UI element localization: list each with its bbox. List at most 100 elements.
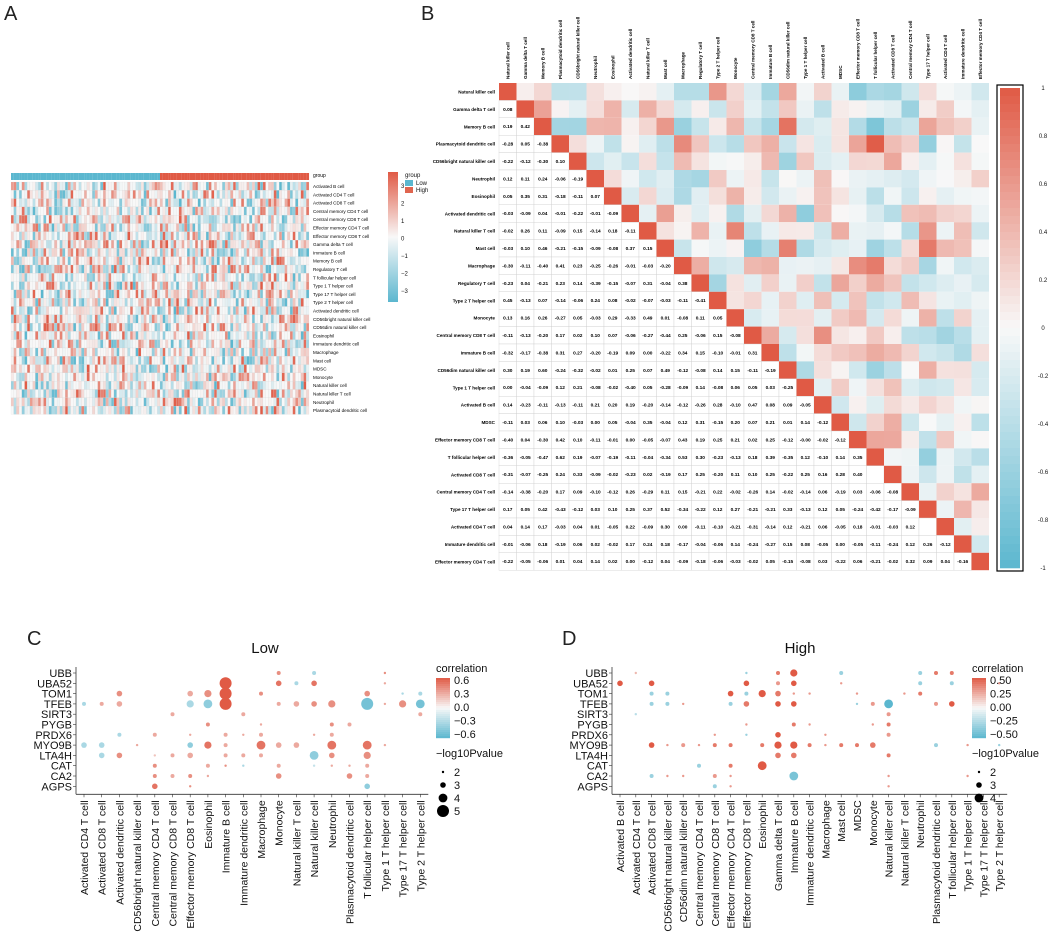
bubble-point bbox=[617, 680, 623, 687]
expression-cell bbox=[121, 240, 125, 249]
expression-cell bbox=[16, 273, 20, 282]
group-annotation-cell bbox=[67, 173, 71, 180]
expression-cell bbox=[268, 256, 272, 266]
correlation-value: -0.14 bbox=[660, 403, 671, 409]
correlation-color-cell bbox=[796, 274, 814, 292]
correlation-color-cell bbox=[674, 100, 692, 118]
expression-cell bbox=[162, 331, 166, 340]
expression-cell bbox=[181, 356, 185, 365]
expression-cell bbox=[51, 289, 55, 299]
expression-cell bbox=[197, 206, 201, 216]
expression-cell bbox=[154, 339, 158, 349]
expression-cell bbox=[24, 406, 28, 415]
correlation-value: -0.08 bbox=[730, 333, 741, 339]
expression-cell bbox=[21, 356, 25, 365]
expression-cell bbox=[94, 347, 98, 357]
expression-cell bbox=[189, 206, 193, 216]
correlation-color-cell bbox=[709, 100, 727, 118]
expression-cell bbox=[21, 372, 25, 382]
expression-cell bbox=[181, 389, 185, 398]
correlation-color-cell bbox=[761, 257, 779, 275]
expression-cell bbox=[170, 231, 174, 241]
expression-cell bbox=[306, 215, 310, 224]
expression-cell bbox=[111, 281, 115, 290]
expression-cell bbox=[149, 231, 152, 241]
correlation-colorbar-step bbox=[1000, 560, 1020, 569]
expression-cell bbox=[21, 273, 25, 282]
expression-cell bbox=[116, 323, 120, 332]
correlation-row-label: CD56dim natural killer cell bbox=[438, 368, 495, 373]
expression-cell bbox=[276, 323, 280, 332]
expression-cell bbox=[197, 314, 201, 324]
bubble-point bbox=[219, 687, 232, 700]
group-annotation-cell bbox=[32, 173, 36, 180]
expression-cell bbox=[70, 298, 74, 307]
expression-colorbar-tick: −2 bbox=[401, 272, 409, 278]
expression-cell bbox=[246, 339, 250, 349]
expression-cell bbox=[19, 306, 22, 315]
expression-cell bbox=[159, 181, 163, 191]
expression-cell bbox=[97, 298, 101, 307]
expression-cell bbox=[54, 289, 58, 299]
heatmap-row-label: Macrophage bbox=[313, 350, 339, 355]
expression-cell bbox=[306, 406, 310, 415]
expression-cell bbox=[233, 298, 236, 307]
expression-cell bbox=[119, 314, 123, 324]
correlation-diagonal-cell bbox=[779, 361, 797, 379]
expression-cell bbox=[24, 381, 28, 390]
correlation-color-cell bbox=[551, 117, 569, 136]
expression-cell bbox=[135, 339, 139, 349]
correlation-color-cell bbox=[779, 117, 797, 136]
expression-cell bbox=[140, 306, 144, 315]
correlation-value: 0.05 bbox=[713, 316, 723, 322]
expression-cell bbox=[262, 181, 266, 191]
expression-cell bbox=[238, 306, 242, 315]
panel-label-c: C bbox=[27, 628, 41, 650]
correlation-value: -0.26 bbox=[695, 403, 706, 409]
expression-cell bbox=[70, 397, 74, 407]
expression-cell bbox=[219, 273, 223, 282]
correlation-value: 0.06 bbox=[853, 559, 863, 565]
correlation-row-label: Central memory CD8 T cell bbox=[437, 333, 495, 338]
expression-cell bbox=[108, 273, 112, 282]
expression-cell bbox=[94, 264, 98, 274]
correlation-color-cell bbox=[779, 309, 797, 327]
expression-cell bbox=[306, 364, 310, 373]
correlation-color-cell bbox=[516, 83, 534, 101]
correlation-diagonal-cell bbox=[814, 396, 832, 414]
expression-cell bbox=[262, 273, 266, 282]
expression-cell bbox=[146, 231, 150, 241]
expression-cell bbox=[178, 323, 182, 332]
expression-cell bbox=[306, 381, 310, 390]
expression-cell bbox=[289, 364, 293, 373]
expression-cell bbox=[78, 181, 82, 191]
correlation-value: 0.22 bbox=[713, 490, 723, 496]
expression-cell bbox=[292, 190, 296, 199]
expression-cell bbox=[27, 314, 31, 324]
correlation-legend-step bbox=[436, 686, 450, 689]
expression-cell bbox=[178, 397, 182, 407]
expression-cell bbox=[306, 339, 310, 349]
correlation-color-cell bbox=[744, 117, 762, 136]
correlation-value: 0.04 bbox=[521, 281, 531, 287]
expression-cell bbox=[260, 181, 264, 191]
correlation-color-cell bbox=[744, 309, 762, 327]
correlation-value: 0.29 bbox=[608, 316, 618, 322]
expression-cell bbox=[249, 372, 253, 382]
correlation-value: -0.30 bbox=[502, 263, 513, 269]
expression-cell bbox=[43, 306, 47, 315]
correlation-color-cell bbox=[656, 83, 674, 101]
expression-cell bbox=[86, 289, 90, 299]
bubble-point bbox=[223, 753, 228, 758]
expression-cell bbox=[168, 406, 171, 415]
expression-cell bbox=[121, 397, 125, 407]
expression-cell bbox=[270, 181, 274, 191]
expression-cell bbox=[303, 323, 307, 332]
expression-cell bbox=[16, 240, 20, 249]
expression-cell bbox=[300, 306, 304, 315]
bubble-point bbox=[259, 732, 263, 737]
correlation-color-cell bbox=[866, 152, 884, 170]
expression-cell bbox=[195, 372, 199, 382]
expression-cell bbox=[181, 281, 185, 290]
expression-cell bbox=[257, 289, 261, 299]
